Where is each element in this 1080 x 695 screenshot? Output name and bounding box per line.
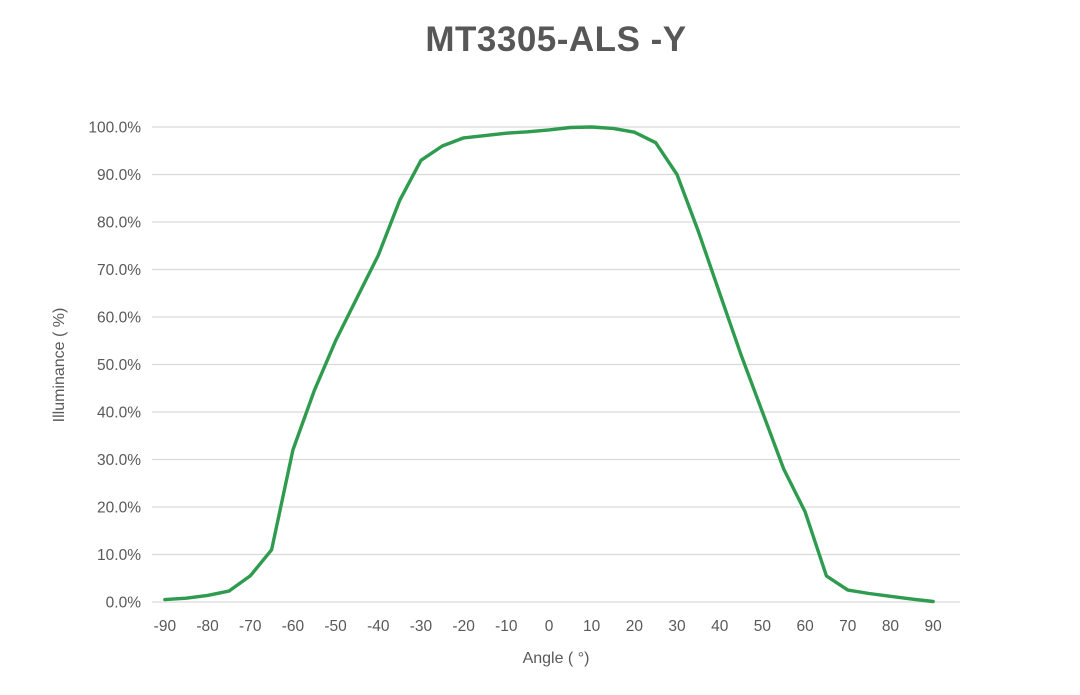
y-tick-label: 60.0% <box>97 310 141 327</box>
x-axis-title: Angle ( °) <box>522 650 590 667</box>
x-tick-label: 70 <box>839 618 857 635</box>
y-axis-title: Illuminance ( %) <box>51 307 68 423</box>
x-tick-label: 40 <box>711 618 729 635</box>
y-tick-label: 90.0% <box>97 167 141 184</box>
y-tick-label: 10.0% <box>97 547 141 564</box>
x-tick-label: -50 <box>324 618 347 635</box>
series-line-illuminance <box>163 125 935 604</box>
x-tick-label: 50 <box>754 618 772 635</box>
x-tick-label: 80 <box>882 618 900 635</box>
x-tick-label: 0 <box>545 618 554 635</box>
x-tick-label: 10 <box>583 618 601 635</box>
x-tick-label: -60 <box>282 618 305 635</box>
y-tick-label: 80.0% <box>97 215 141 232</box>
x-tick-label: -10 <box>495 618 518 635</box>
x-tick-label: 30 <box>668 618 686 635</box>
y-tick-label: 20.0% <box>97 500 141 517</box>
chart-title: MT3305-ALS -Y <box>425 20 687 59</box>
y-tick-label: 40.0% <box>97 405 141 422</box>
x-tick-label: 90 <box>924 618 942 635</box>
x-tick-label: -70 <box>239 618 262 635</box>
y-tick-label: 50.0% <box>97 357 141 374</box>
y-tick-label: 100.0% <box>88 120 141 137</box>
y-tick-label: 70.0% <box>97 262 141 279</box>
x-tick-label: 60 <box>796 618 814 635</box>
x-tick-label: -30 <box>410 618 433 635</box>
y-tick-label: 30.0% <box>97 452 141 469</box>
x-tick-label: -80 <box>196 618 219 635</box>
x-tick-label: -90 <box>154 618 177 635</box>
x-tick-label: -40 <box>367 618 390 635</box>
x-tick-label: 20 <box>626 618 644 635</box>
y-tick-label: 0.0% <box>106 595 142 612</box>
x-tick-label: -20 <box>452 618 475 635</box>
